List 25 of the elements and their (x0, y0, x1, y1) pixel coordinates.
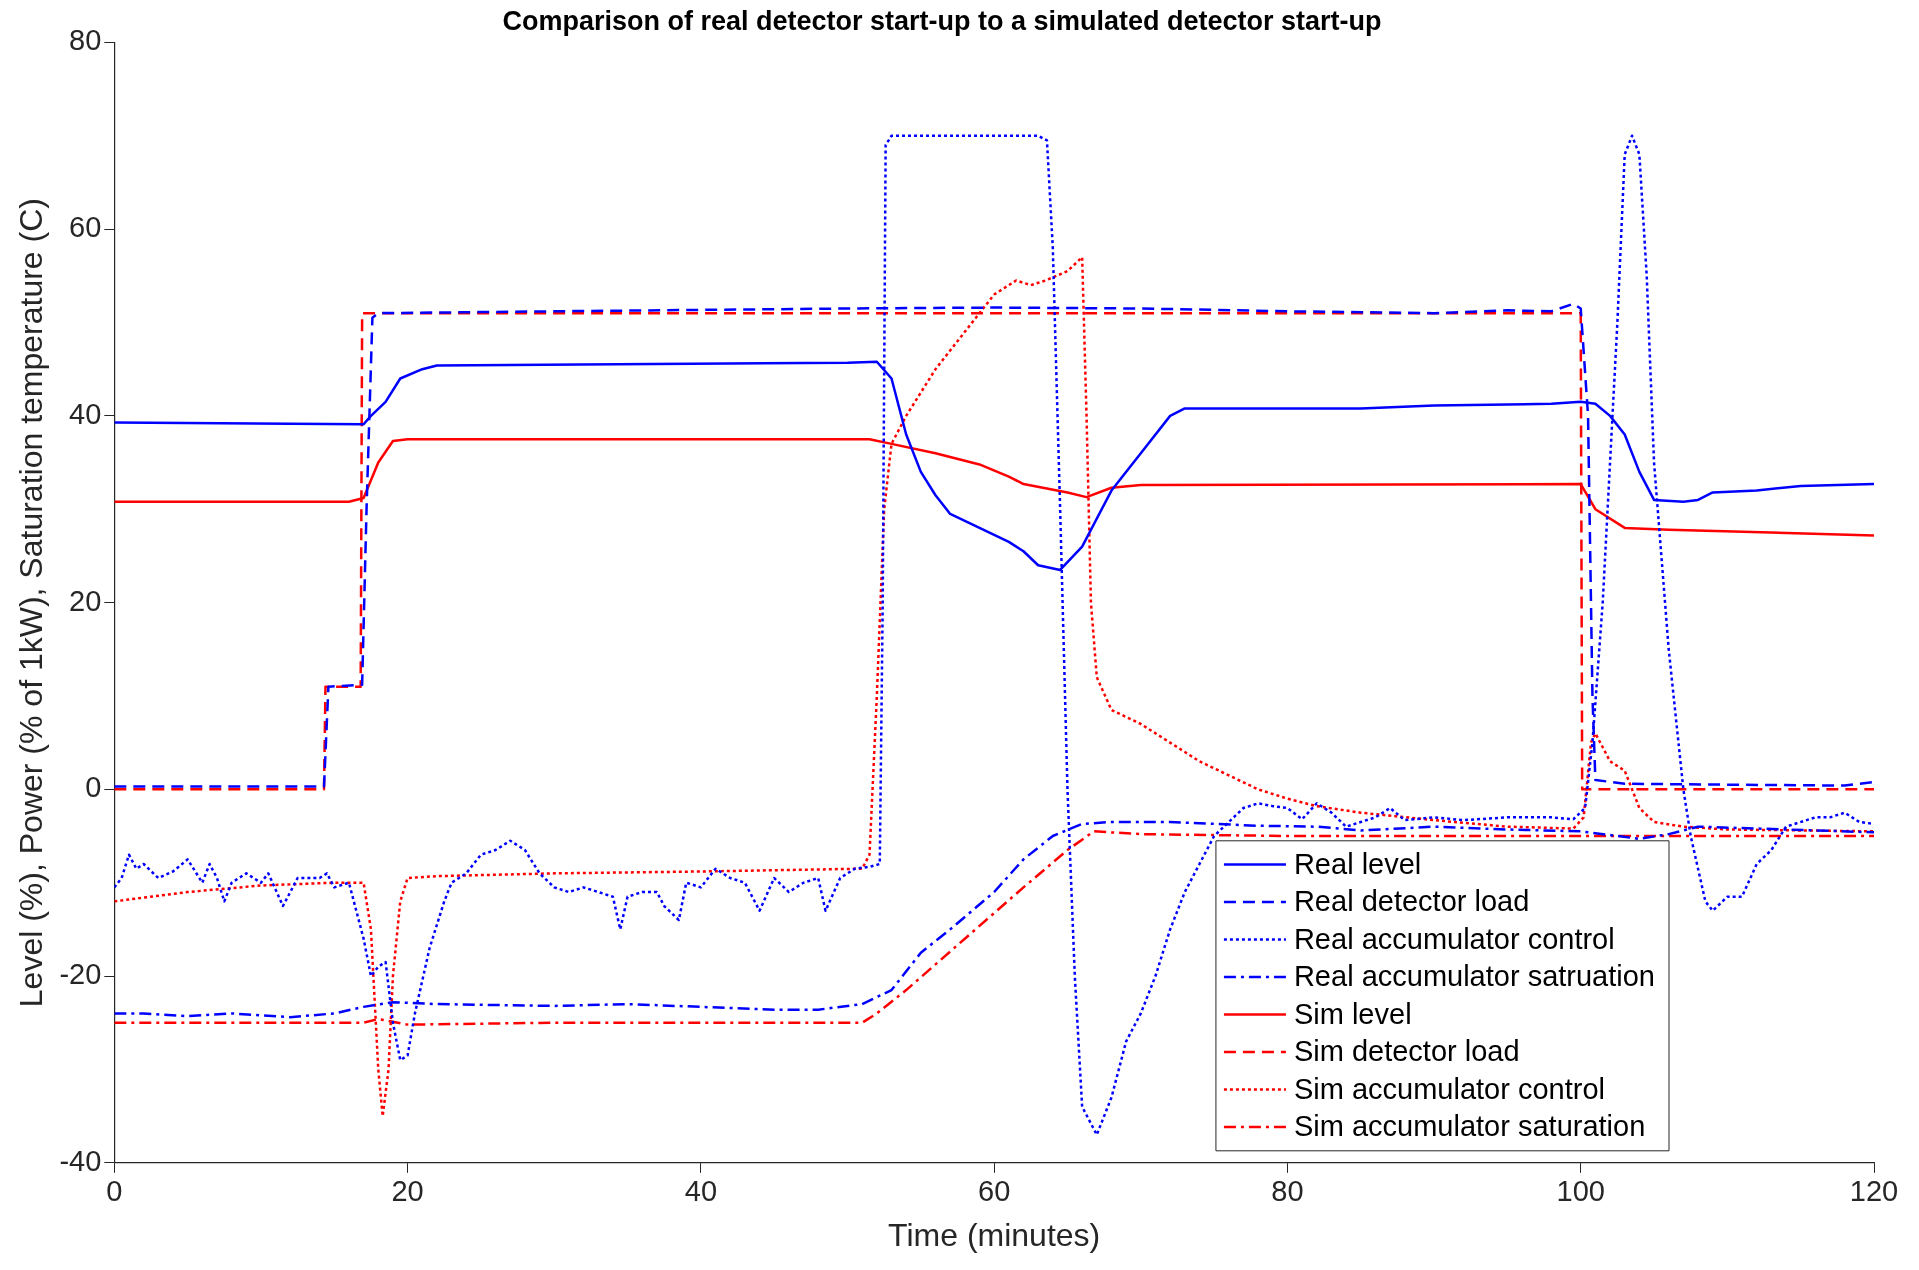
y-tick-label: 40 (69, 397, 102, 430)
legend-label: Sim level (1293, 997, 1412, 1030)
x-tick-label: 80 (1271, 1175, 1304, 1208)
y-tick-label: 20 (69, 584, 102, 617)
y-tick-label: -40 (59, 1144, 102, 1177)
y-tick-label: 80 (69, 24, 102, 57)
legend-label: Sim accumulator saturation (1293, 1110, 1646, 1143)
x-axis-title: Time (minutes) (888, 1216, 1101, 1253)
y-tick-label: 0 (85, 771, 102, 804)
legend-label: Sim detector load (1293, 1035, 1520, 1068)
legend-label: Sim accumulator control (1293, 1072, 1605, 1105)
y-tick-label: -20 (59, 958, 102, 991)
y-tick-label: 60 (69, 211, 102, 244)
legend-label: Real detector load (1293, 885, 1530, 918)
x-tick-label: 40 (684, 1175, 718, 1208)
x-tick-label: 20 (391, 1175, 424, 1208)
legend-label: Real accumulator satruation (1293, 960, 1656, 993)
y-axis-title: Level (%), Power (% of 1kW), Saturation temperature (C) (13, 198, 50, 1008)
legend-label: Real level (1293, 847, 1422, 880)
legend-label: Real accumulator control (1293, 922, 1615, 955)
x-tick-label: 0 (106, 1175, 123, 1208)
x-tick-label: 60 (978, 1175, 1011, 1208)
x-tick-label: 120 (1849, 1175, 1899, 1208)
x-tick-label: 100 (1556, 1175, 1605, 1208)
chart-title: Comparison of real detector start-up to a simulated detector start-up (502, 5, 1382, 36)
